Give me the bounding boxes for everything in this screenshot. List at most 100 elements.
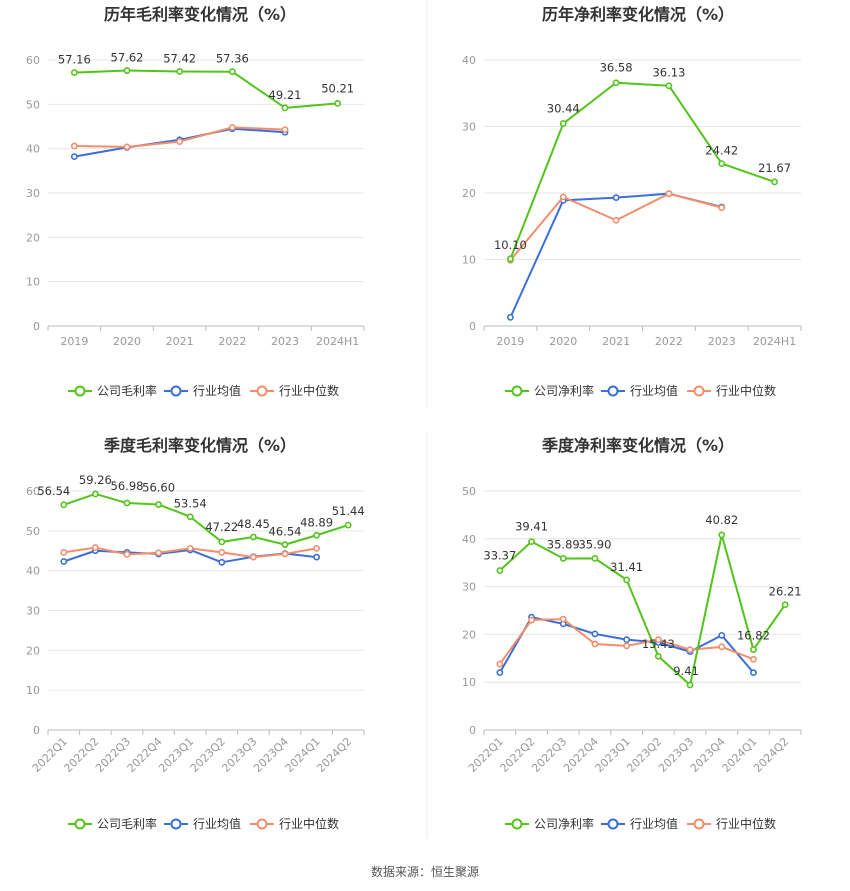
data-point-industry_avg bbox=[60, 558, 68, 565]
y-tick-label: 40 bbox=[462, 54, 476, 67]
chart-title: 历年毛利率变化情况（%） bbox=[104, 5, 296, 24]
legend-label: 公司毛利率 bbox=[97, 383, 157, 398]
y-tick-label: 10 bbox=[462, 676, 476, 689]
data-point-company bbox=[559, 555, 567, 562]
data-label: 26.21 bbox=[769, 585, 802, 599]
series-line-company bbox=[509, 81, 775, 260]
series-line-company bbox=[499, 533, 786, 687]
data-point-company bbox=[559, 120, 567, 127]
legend[interactable]: 公司毛利率 行业均值 行业中位数 bbox=[68, 816, 339, 831]
y-tick-label: 10 bbox=[26, 276, 40, 289]
legend-item-industry_median[interactable]: 行业中位数 bbox=[687, 383, 776, 398]
legend-label: 公司净利率 bbox=[534, 816, 594, 831]
series-line-company bbox=[74, 69, 338, 109]
data-point-industry_median bbox=[496, 660, 504, 668]
data-label: 51.44 bbox=[332, 504, 365, 518]
y-tick-label: 40 bbox=[26, 143, 40, 156]
data-point-company bbox=[528, 538, 535, 546]
y-tick-label: 40 bbox=[26, 565, 40, 578]
y-tick-label: 50 bbox=[26, 98, 40, 111]
legend-item-industry_avg[interactable]: 行业均值 bbox=[164, 816, 241, 831]
data-point-industry_median bbox=[60, 548, 68, 556]
legend-item-company[interactable]: 公司毛利率 bbox=[68, 383, 157, 398]
data-point-company bbox=[218, 538, 226, 546]
legend-item-company[interactable]: 公司净利率 bbox=[505, 383, 594, 398]
chart-panel-1: 历年毛利率变化情况（%） 0 10 20 30 40 50 60 2019 2020 2021 202… bbox=[26, 5, 365, 398]
data-point-industry_median bbox=[686, 646, 694, 654]
data-point-industry_median bbox=[281, 126, 289, 134]
x-tick-label: 2021 bbox=[166, 335, 194, 348]
data-point-industry_median bbox=[92, 544, 99, 551]
data-point-industry_median bbox=[155, 549, 162, 557]
data-point-company bbox=[665, 82, 673, 90]
data-point-company bbox=[507, 255, 514, 263]
data-point-industry_median bbox=[123, 143, 131, 151]
legend[interactable]: 公司净利率 行业均值 行业中位数 bbox=[505, 383, 776, 398]
data-point-industry_median bbox=[612, 216, 620, 224]
legend-label: 行业中位数 bbox=[716, 383, 776, 398]
data-point-company bbox=[186, 513, 194, 521]
data-point-company bbox=[686, 681, 694, 689]
y-tick-label: 20 bbox=[462, 187, 476, 200]
data-point-company bbox=[771, 178, 778, 186]
data-point-company bbox=[228, 68, 236, 76]
data-point-industry_median bbox=[718, 204, 726, 212]
legend-label: 行业均值 bbox=[193, 383, 241, 398]
chart-panel-2: 历年净利率变化情况（%） 0 10 20 30 40 2019 2020 2021 2022 202… bbox=[462, 5, 802, 398]
data-label: 39.41 bbox=[515, 520, 548, 534]
chart-panel-4: 季度净利率变化情况（%）010203040502022Q12022Q22022Q… bbox=[462, 436, 802, 831]
data-point-company bbox=[92, 490, 99, 498]
data-label: 48.89 bbox=[300, 515, 333, 529]
legend-item-company[interactable]: 公司净利率 bbox=[505, 816, 594, 831]
data-point-industry_median bbox=[70, 142, 78, 150]
x-tick-label: 2019 bbox=[60, 335, 88, 348]
data-point-company bbox=[623, 576, 631, 584]
x-tick-label: 2024Q2 bbox=[751, 735, 791, 775]
data-point-industry_median bbox=[654, 636, 662, 644]
y-tick-label: 30 bbox=[26, 605, 40, 618]
legend-item-industry_median[interactable]: 行业中位数 bbox=[250, 383, 339, 398]
data-point-industry_median bbox=[249, 553, 257, 561]
legend-item-industry_avg[interactable]: 行业均值 bbox=[164, 383, 241, 398]
legend-label: 行业均值 bbox=[193, 816, 241, 831]
legend-marker bbox=[256, 818, 268, 830]
y-tick-label: 10 bbox=[26, 684, 40, 697]
series-line-company bbox=[63, 492, 349, 546]
data-label: 49.21 bbox=[269, 88, 302, 102]
chart-title: 季度毛利率变化情况（%） bbox=[103, 436, 296, 455]
data-point-industry_avg bbox=[750, 669, 757, 677]
data-point-industry_median bbox=[559, 615, 567, 623]
data-label: 35.90 bbox=[578, 537, 611, 551]
data-point-company bbox=[334, 100, 342, 107]
legend[interactable]: 公司毛利率 行业均值 行业中位数 bbox=[68, 383, 339, 398]
x-tick-label: 2024H1 bbox=[753, 335, 796, 348]
y-tick-label: 20 bbox=[26, 231, 40, 244]
data-point-industry_avg bbox=[507, 313, 514, 321]
data-point-company bbox=[496, 567, 504, 574]
legend-label: 行业中位数 bbox=[716, 816, 776, 831]
legend-item-company[interactable]: 公司毛利率 bbox=[68, 816, 157, 831]
data-point-industry_median bbox=[313, 544, 320, 552]
legend-item-industry_median[interactable]: 行业中位数 bbox=[250, 816, 339, 831]
legend-marker bbox=[74, 385, 86, 397]
data-label: 35.89 bbox=[547, 537, 580, 551]
legend-marker bbox=[511, 818, 523, 830]
y-tick-label: 50 bbox=[462, 485, 476, 498]
data-point-company bbox=[750, 646, 757, 654]
data-label: 9.41 bbox=[673, 664, 699, 678]
legend-item-industry_avg[interactable]: 行业均值 bbox=[601, 816, 678, 831]
chart-title: 季度净利率变化情况（%） bbox=[541, 436, 734, 455]
legend-marker bbox=[74, 818, 86, 830]
data-label: 46.54 bbox=[269, 525, 302, 539]
y-tick-label: 10 bbox=[462, 254, 476, 267]
data-point-company bbox=[281, 104, 289, 112]
legend[interactable]: 公司净利率 行业均值 行业中位数 bbox=[505, 816, 776, 831]
legend-marker bbox=[693, 385, 705, 397]
data-label: 53.54 bbox=[174, 497, 207, 511]
legend-item-industry_median[interactable]: 行业中位数 bbox=[687, 816, 776, 831]
data-point-industry_avg bbox=[623, 636, 631, 644]
chart-title: 历年净利率变化情况（%） bbox=[542, 5, 734, 24]
data-label: 57.42 bbox=[163, 51, 196, 65]
data-label: 47.22 bbox=[205, 520, 238, 534]
legend-item-industry_avg[interactable]: 行业均值 bbox=[601, 383, 678, 398]
